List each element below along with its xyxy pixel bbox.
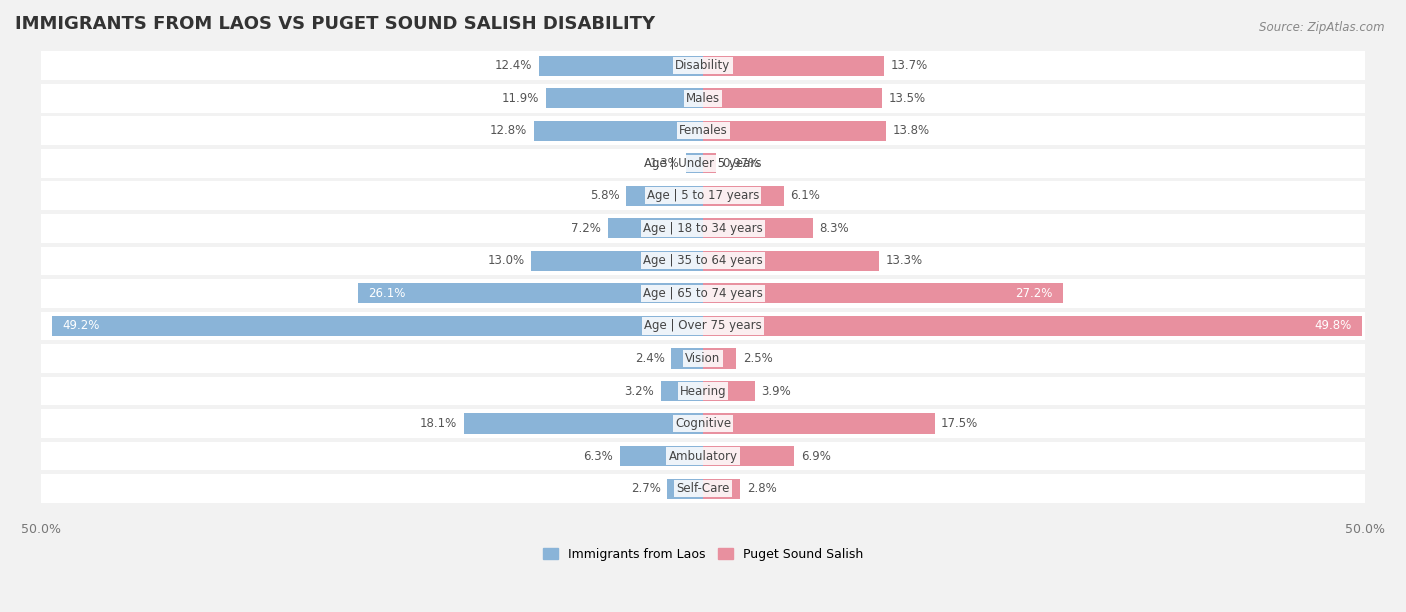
Bar bbox=[41, 344, 1365, 373]
Bar bbox=[703, 348, 737, 368]
Text: 13.0%: 13.0% bbox=[488, 255, 524, 267]
Text: Disability: Disability bbox=[675, 59, 731, 72]
Text: 5.8%: 5.8% bbox=[591, 189, 620, 203]
Bar bbox=[703, 479, 740, 499]
Text: 2.4%: 2.4% bbox=[634, 352, 665, 365]
Text: Self-Care: Self-Care bbox=[676, 482, 730, 495]
Text: Age | 35 to 64 years: Age | 35 to 64 years bbox=[643, 255, 763, 267]
Text: 3.2%: 3.2% bbox=[624, 384, 654, 398]
Text: 2.7%: 2.7% bbox=[631, 482, 661, 495]
Bar bbox=[703, 414, 935, 434]
Bar bbox=[52, 316, 703, 336]
Text: Cognitive: Cognitive bbox=[675, 417, 731, 430]
Text: 3.9%: 3.9% bbox=[761, 384, 792, 398]
Bar bbox=[668, 479, 703, 499]
Bar bbox=[620, 446, 703, 466]
Bar bbox=[41, 409, 1365, 438]
Bar bbox=[531, 251, 703, 271]
Bar bbox=[41, 182, 1365, 210]
Bar bbox=[703, 88, 882, 108]
Text: Age | 18 to 34 years: Age | 18 to 34 years bbox=[643, 222, 763, 235]
Bar bbox=[703, 381, 755, 401]
Bar bbox=[703, 56, 884, 76]
Bar bbox=[41, 442, 1365, 471]
Text: 7.2%: 7.2% bbox=[571, 222, 602, 235]
Bar bbox=[41, 116, 1365, 145]
Text: IMMIGRANTS FROM LAOS VS PUGET SOUND SALISH DISABILITY: IMMIGRANTS FROM LAOS VS PUGET SOUND SALI… bbox=[15, 15, 655, 33]
Bar bbox=[703, 121, 886, 141]
Text: 49.8%: 49.8% bbox=[1315, 319, 1351, 332]
Text: Age | Under 5 years: Age | Under 5 years bbox=[644, 157, 762, 170]
Text: 6.3%: 6.3% bbox=[583, 450, 613, 463]
Text: 0.97%: 0.97% bbox=[723, 157, 759, 170]
Bar bbox=[41, 51, 1365, 80]
Text: 11.9%: 11.9% bbox=[502, 92, 538, 105]
Bar bbox=[686, 153, 703, 173]
Text: 13.8%: 13.8% bbox=[893, 124, 929, 137]
Bar bbox=[607, 218, 703, 239]
Bar bbox=[703, 185, 783, 206]
Bar bbox=[703, 218, 813, 239]
Bar bbox=[41, 474, 1365, 503]
Text: 8.3%: 8.3% bbox=[820, 222, 849, 235]
Text: 2.5%: 2.5% bbox=[742, 352, 772, 365]
Bar bbox=[703, 446, 794, 466]
Legend: Immigrants from Laos, Puget Sound Salish: Immigrants from Laos, Puget Sound Salish bbox=[538, 543, 868, 566]
Bar bbox=[41, 149, 1365, 177]
Bar bbox=[41, 279, 1365, 308]
Bar bbox=[41, 247, 1365, 275]
Text: Source: ZipAtlas.com: Source: ZipAtlas.com bbox=[1260, 21, 1385, 34]
Text: Age | Over 75 years: Age | Over 75 years bbox=[644, 319, 762, 332]
Bar bbox=[41, 84, 1365, 113]
Bar bbox=[538, 56, 703, 76]
Bar bbox=[671, 348, 703, 368]
Text: 27.2%: 27.2% bbox=[1015, 287, 1052, 300]
Bar bbox=[464, 414, 703, 434]
Text: 6.1%: 6.1% bbox=[790, 189, 820, 203]
Text: Age | 65 to 74 years: Age | 65 to 74 years bbox=[643, 287, 763, 300]
Bar bbox=[534, 121, 703, 141]
Bar bbox=[703, 283, 1063, 304]
Bar bbox=[41, 312, 1365, 340]
Text: 49.2%: 49.2% bbox=[63, 319, 100, 332]
Text: 13.7%: 13.7% bbox=[891, 59, 928, 72]
Text: Hearing: Hearing bbox=[679, 384, 727, 398]
Text: 13.3%: 13.3% bbox=[886, 255, 922, 267]
Text: 1.3%: 1.3% bbox=[650, 157, 679, 170]
Bar bbox=[703, 153, 716, 173]
Bar bbox=[661, 381, 703, 401]
Bar bbox=[357, 283, 703, 304]
Text: Males: Males bbox=[686, 92, 720, 105]
Text: Vision: Vision bbox=[685, 352, 721, 365]
Text: 26.1%: 26.1% bbox=[368, 287, 406, 300]
Text: Age | 5 to 17 years: Age | 5 to 17 years bbox=[647, 189, 759, 203]
Bar bbox=[703, 251, 879, 271]
Text: 13.5%: 13.5% bbox=[889, 92, 925, 105]
Text: Ambulatory: Ambulatory bbox=[668, 450, 738, 463]
Text: 18.1%: 18.1% bbox=[419, 417, 457, 430]
Bar bbox=[546, 88, 703, 108]
Text: Females: Females bbox=[679, 124, 727, 137]
Text: 2.8%: 2.8% bbox=[747, 482, 776, 495]
Bar bbox=[626, 185, 703, 206]
Text: 12.4%: 12.4% bbox=[495, 59, 533, 72]
Text: 17.5%: 17.5% bbox=[941, 417, 979, 430]
Text: 12.8%: 12.8% bbox=[489, 124, 527, 137]
Bar bbox=[41, 377, 1365, 405]
Bar bbox=[703, 316, 1362, 336]
Bar bbox=[41, 214, 1365, 242]
Text: 6.9%: 6.9% bbox=[801, 450, 831, 463]
